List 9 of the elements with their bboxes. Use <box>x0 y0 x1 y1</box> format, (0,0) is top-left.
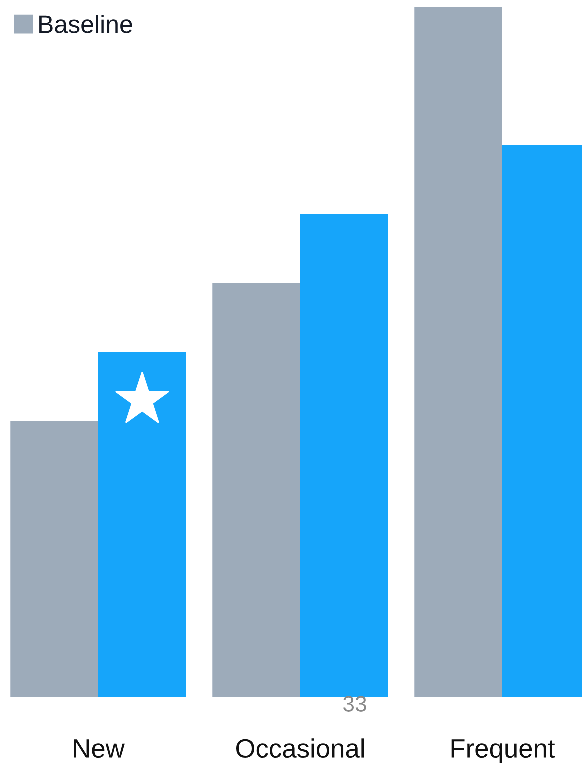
legend-label: Baseline <box>40 15 132 34</box>
bar <box>10 421 98 697</box>
bar <box>300 214 388 697</box>
bar <box>98 352 186 697</box>
x-tick-label: Frequent <box>452 740 556 764</box>
bar <box>212 283 300 697</box>
x-tick-label: New <box>74 740 125 758</box>
x-tick-label: Occasional <box>236 738 364 758</box>
annotation: 33 <box>343 696 366 712</box>
